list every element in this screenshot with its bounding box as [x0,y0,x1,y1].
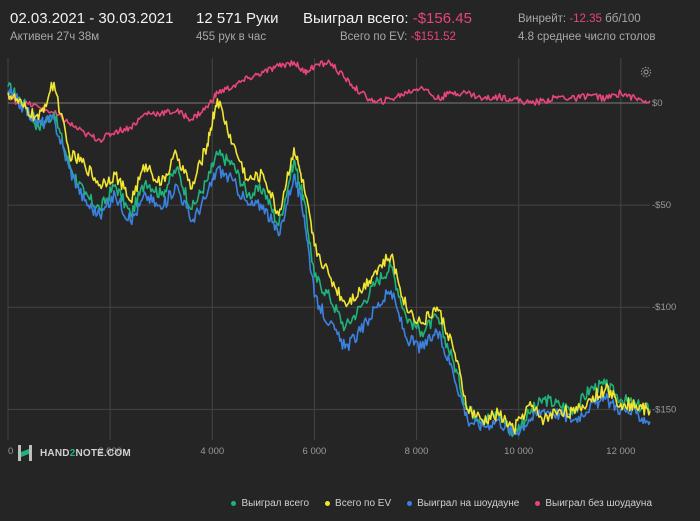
x-tick-label: 6 000 [303,446,327,457]
legend-dot-icon [231,501,237,506]
ev-total-value: -$151.52 [410,31,456,43]
logo-text-part1: HAND [40,447,70,459]
chart-legend: Выиграл всего Всего по EV Выиграл на шоуда… [231,498,652,509]
chart-axes: 0 2 000 4 000 6 000 8 000 10 000 12 000 $0 -$50 -… [8,98,676,457]
logo-text-part3: NOTE.COM [75,447,131,459]
gear-icon[interactable] [640,66,652,78]
hands-count: 12 571 Руки [196,10,279,27]
active-time: Активен 27ч 38м [10,31,100,43]
logo-text-part2: 2 [69,447,76,459]
legend-label: Всего по EV [335,498,392,509]
won-total-value: -$156.45 [412,10,472,27]
x-tick-label: 8 000 [405,446,429,457]
legend-item[interactable]: Всего по EV [325,498,391,509]
series-line-2 [7,87,651,437]
x-tick-label: 10 000 [504,446,533,457]
x-tick-label: 0 [8,446,13,457]
logo-text: HAND2NOTE.COM [40,448,131,459]
x-tick-label: 4 000 [200,446,224,457]
winrate-value: -12.35 [569,13,602,25]
y-tick-label: $0 [652,98,663,109]
legend-item[interactable]: Выиграл всего [231,498,309,509]
y-tick-label: -$100 [652,302,676,313]
ev-total: Всего по EV: -$151.52 [340,31,456,43]
ev-total-label: Всего по EV: [340,31,408,43]
chart-grid [7,58,650,440]
legend-dot-icon [535,501,541,506]
won-total-label: Выиграл всего: [303,10,409,27]
hand2note-logo-icon [18,445,32,461]
series-line-3 [7,59,651,143]
avg-tables: 4.8 среднее число столов [518,31,656,43]
winrate: Винрейт: -12.35 бб/100 [518,13,641,25]
legend-item[interactable]: Выиграл без шоудауна [535,498,652,509]
series-line-1 [7,81,651,435]
x-tick-label: 2 000 [98,446,122,457]
legend-dot-icon [407,501,413,506]
legend-dot-icon [325,501,331,506]
legend-label: Выиграл без шоудауна [545,498,652,509]
x-tick-label: 12 000 [606,446,635,457]
date-range: 02.03.2021 - 30.03.2021 [10,10,174,27]
winrate-unit: бб/100 [605,13,641,25]
y-tick-label: -$50 [652,200,671,211]
legend-label: Выиграл всего [241,498,310,509]
legend-label: Выиграл на шоудауне [417,498,520,509]
legend-item[interactable]: Выиграл на шоудауне [407,498,519,509]
hands-per-hour: 455 рук в час [196,31,267,43]
hand2note-logo: HAND2NOTE.COM [16,443,131,463]
chart-lines [7,59,651,438]
series-line-0 [7,82,651,438]
winrate-label: Винрейт: [518,13,567,25]
won-total: Выиграл всего: -$156.45 [303,10,472,27]
y-tick-label: -$150 [652,404,676,415]
